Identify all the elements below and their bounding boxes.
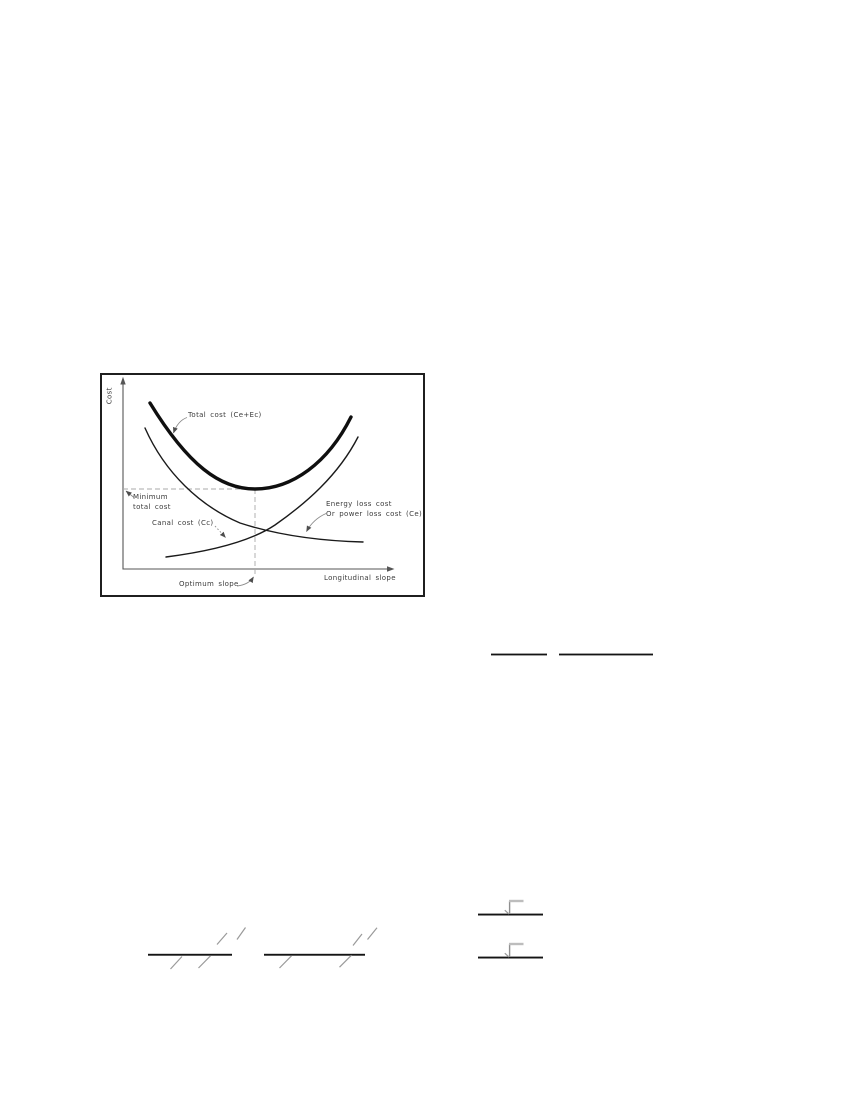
slash-fraction-fragment [148, 927, 246, 970]
fraction-bar [478, 913, 543, 916]
figure-border [100, 373, 425, 597]
canal-cost-label: Canal cost (Cc) [152, 519, 214, 527]
fraction-bar [148, 953, 232, 956]
x-axis-label: Longitudinal slope [324, 574, 396, 582]
fraction-bar [491, 653, 547, 656]
slash-mark [236, 927, 246, 940]
y-axis-arrow-icon [120, 376, 126, 385]
fraction-bar [559, 653, 653, 656]
minimum-cost-leader-arrow [125, 490, 135, 498]
energy-loss-cost-label: Energy loss cost Or power loss cost (Ce) [326, 500, 422, 519]
optimum-slope-label: Optimum slope [179, 580, 239, 588]
total-cost-curve [148, 401, 353, 491]
slash-mark [279, 955, 292, 969]
radical-tick [504, 909, 510, 915]
optimum-slope-leader-arrow [236, 576, 254, 587]
total-cost-label: Total cost (Ce+Ec) [188, 411, 262, 419]
canal-cost-leader-arrow [214, 525, 226, 538]
slash-mark [216, 932, 228, 945]
minimum-total-cost-label: Minimum total cost [133, 493, 171, 512]
x-axis-arrow-icon [387, 566, 395, 572]
radical-overbar [509, 899, 524, 903]
figure-canvas [100, 373, 425, 597]
radical-fraction-fragment [478, 899, 543, 916]
slash-fraction-fragment [264, 927, 378, 969]
slash-mark [198, 955, 211, 969]
fraction-bar [478, 956, 543, 959]
cost-slope-figure: Cost Total cost (Ce+Ec) Minimum total co… [100, 373, 425, 597]
energy-loss-line2: Or power loss cost (Ce) [326, 509, 423, 518]
radical-overbar [509, 942, 524, 946]
energy-loss-cost-curve [144, 427, 364, 543]
slash-mark [352, 933, 363, 946]
slash-mark [170, 956, 183, 970]
slash-mark [339, 954, 352, 968]
total-cost-leader-arrow [173, 417, 188, 434]
canal-cost-curve [165, 436, 359, 558]
energy-loss-leader-arrow [306, 513, 327, 532]
radical-tick [504, 952, 510, 958]
slash-mark [367, 927, 378, 940]
minimum-total-cost-line1: Minimum [133, 493, 168, 501]
minimum-total-cost-line2: total cost [133, 502, 171, 511]
radical-fraction-fragment [478, 942, 543, 959]
energy-loss-line1: Energy loss cost [326, 500, 392, 508]
axes-lines [122, 383, 389, 570]
fraction-bar [264, 953, 365, 956]
